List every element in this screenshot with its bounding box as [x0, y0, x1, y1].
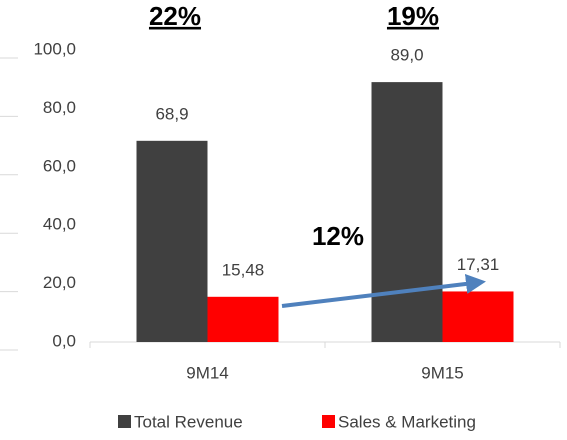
value-label: 17,31	[457, 255, 500, 274]
bar	[442, 291, 514, 342]
y-tick-label: 80,0	[43, 98, 76, 117]
annotation: 12%	[312, 221, 364, 251]
legend-swatch	[118, 415, 131, 428]
x-tick-label: 9M14	[186, 363, 229, 382]
y-tick-label: 60,0	[43, 156, 76, 175]
annotation: 19%	[387, 1, 439, 31]
y-tick-label: 0,0	[52, 331, 76, 350]
bar	[136, 140, 208, 342]
y-tick-label: 20,0	[43, 273, 76, 292]
value-label: 68,9	[155, 104, 188, 123]
legend-swatch	[322, 415, 335, 428]
y-tick-label: 40,0	[43, 215, 76, 234]
legend-label: Total Revenue	[134, 412, 243, 431]
bar	[371, 82, 443, 343]
bar	[207, 296, 279, 342]
y-tick-label: 100,0	[33, 39, 76, 58]
value-label: 15,48	[222, 260, 265, 279]
arrow	[281, 273, 486, 308]
x-tick-label: 9M15	[421, 363, 464, 382]
annotation: 22%	[149, 1, 201, 31]
value-label: 89,0	[390, 46, 423, 65]
legend-label: Sales & Marketing	[338, 412, 476, 431]
